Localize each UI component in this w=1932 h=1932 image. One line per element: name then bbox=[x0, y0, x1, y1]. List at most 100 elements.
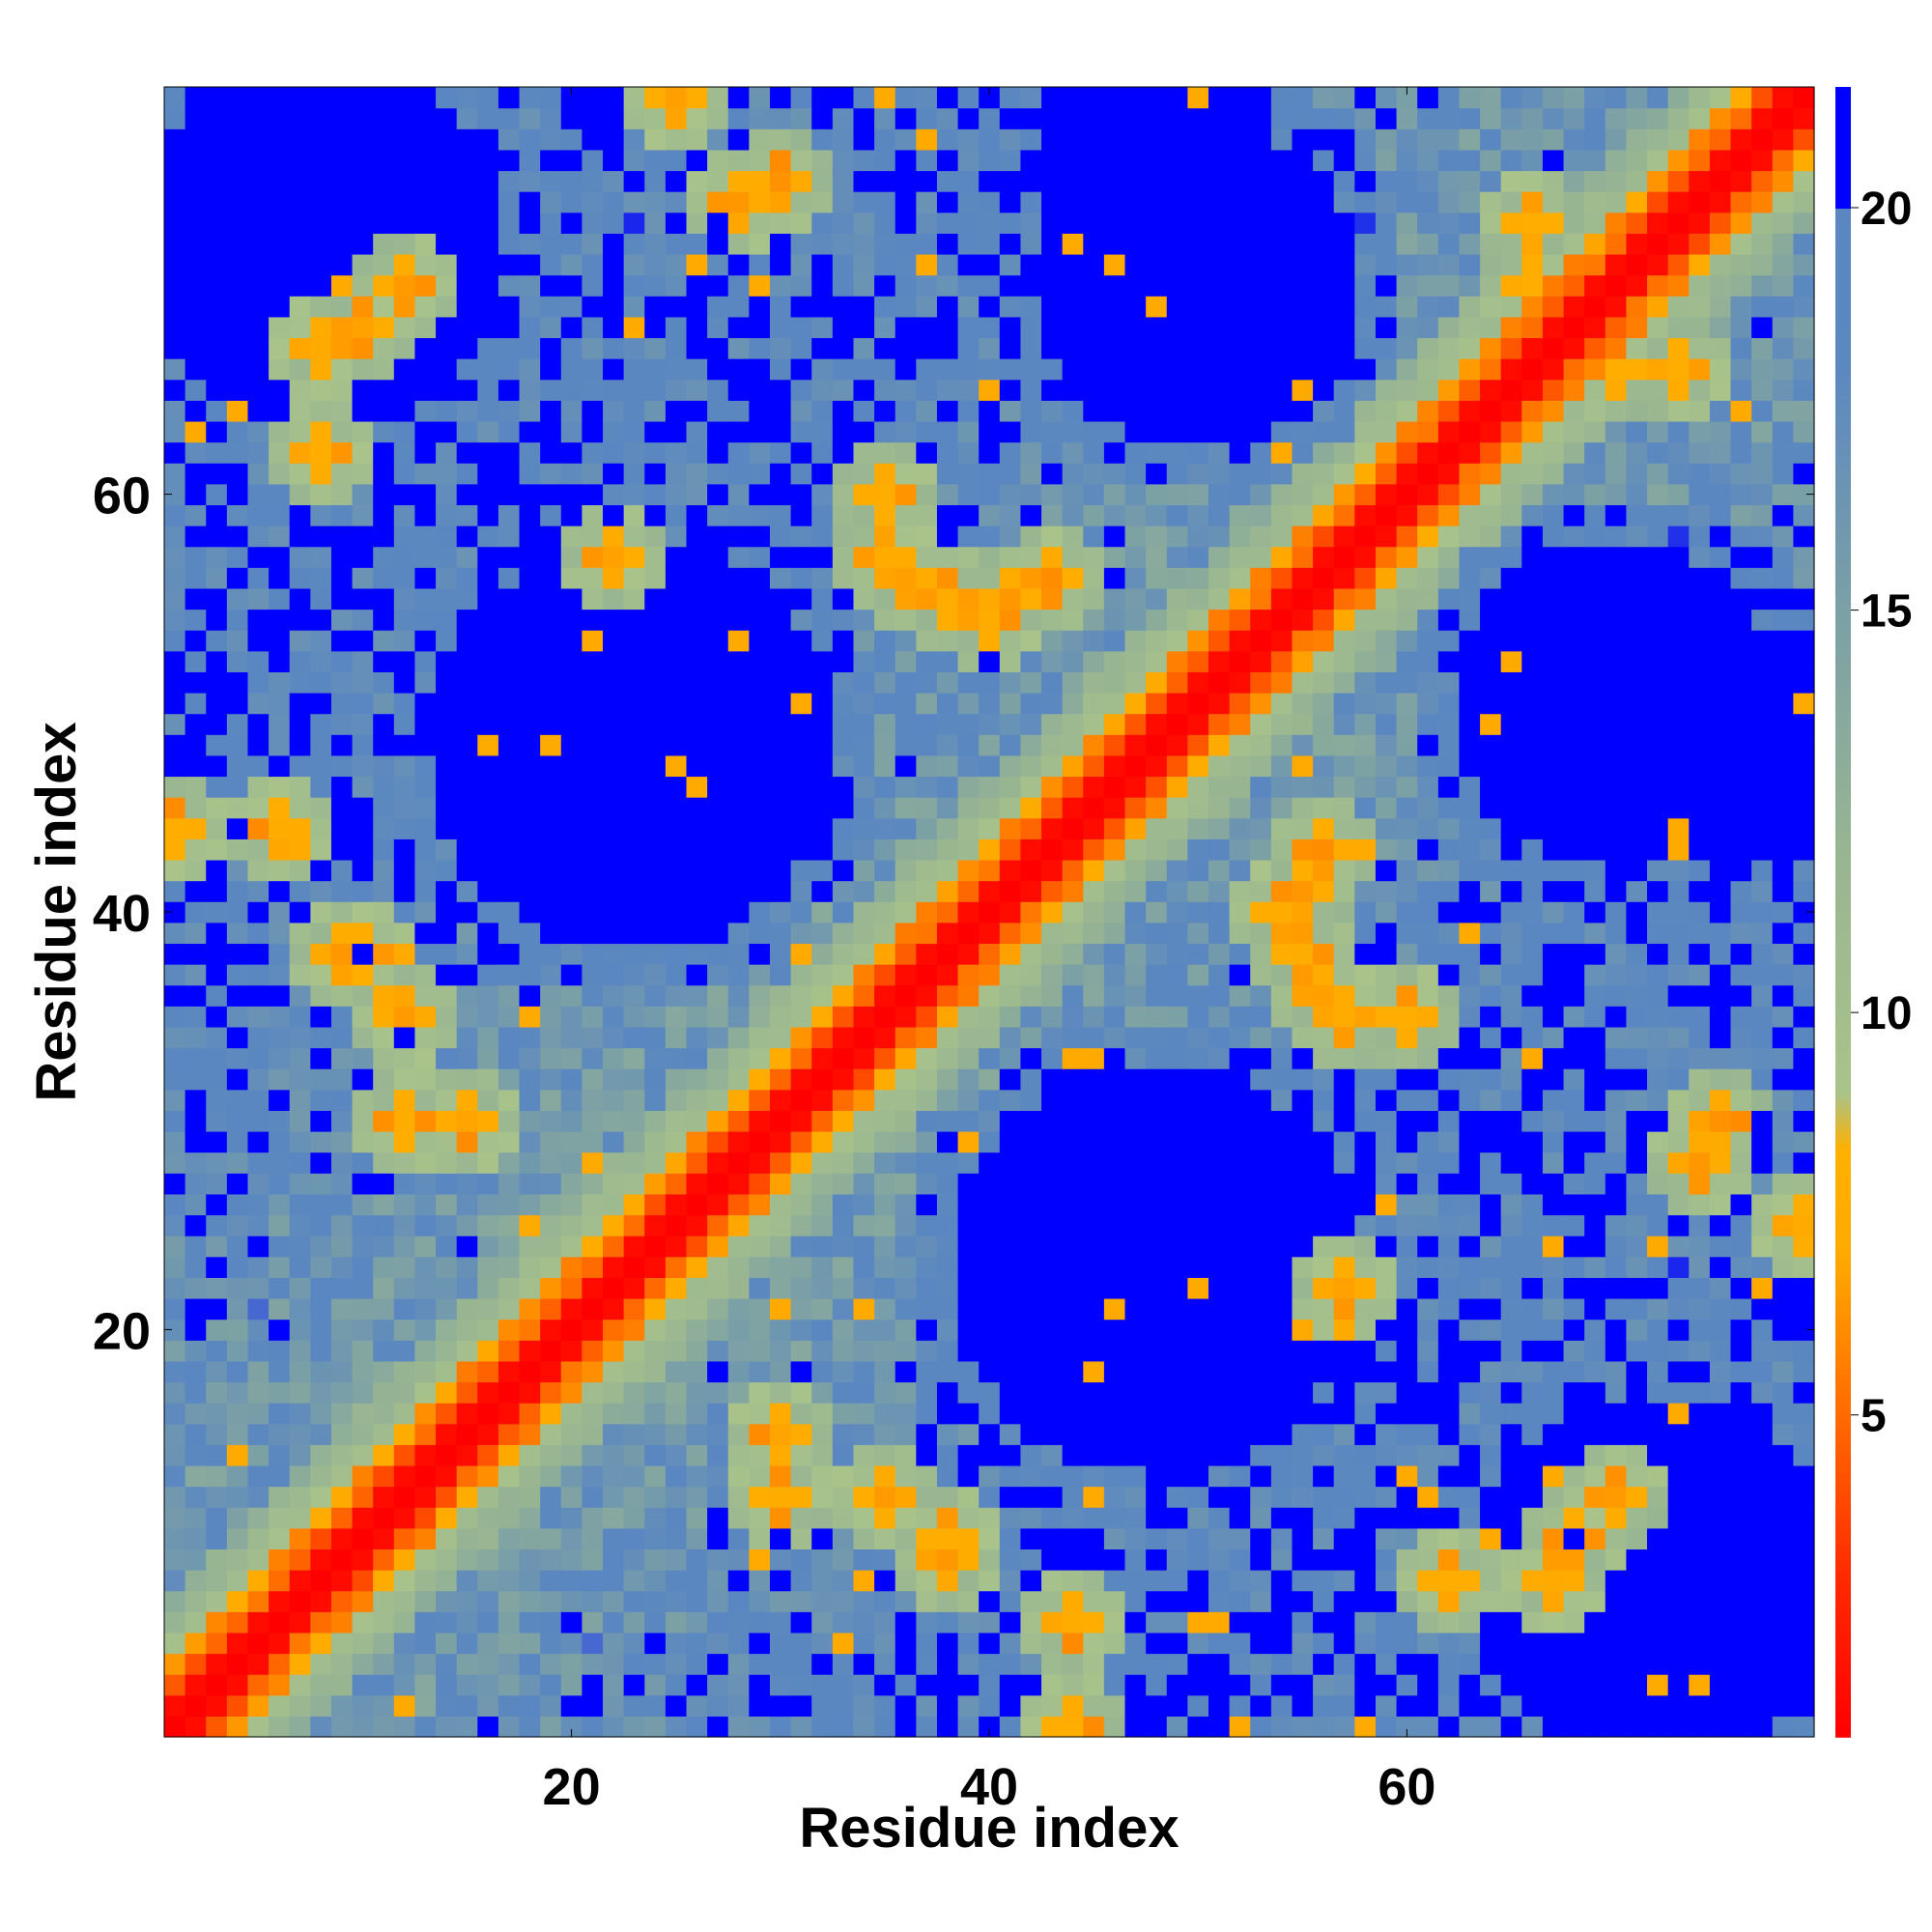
heatmap-cell bbox=[1187, 1256, 1209, 1278]
heatmap-cell bbox=[1083, 1716, 1105, 1738]
heatmap-cell bbox=[456, 901, 478, 923]
heatmap-cell bbox=[1146, 567, 1168, 589]
heatmap-cell bbox=[1313, 441, 1335, 464]
heatmap-cell bbox=[1124, 296, 1147, 318]
heatmap-cell bbox=[790, 1423, 812, 1445]
heatmap-cell bbox=[1166, 587, 1188, 611]
heatmap-cell bbox=[582, 526, 604, 548]
heatmap-cell bbox=[707, 1089, 729, 1111]
heatmap-cell bbox=[603, 1632, 625, 1655]
heatmap-cell bbox=[936, 609, 959, 631]
heatmap-cell bbox=[1229, 1444, 1251, 1466]
heatmap-cell bbox=[832, 567, 855, 589]
heatmap-cell bbox=[289, 420, 311, 443]
heatmap-cell bbox=[1146, 1193, 1168, 1216]
heatmap-cell bbox=[247, 1611, 270, 1634]
heatmap-cell bbox=[1166, 734, 1188, 756]
heatmap-cell bbox=[1459, 671, 1481, 694]
heatmap-cell bbox=[164, 1236, 186, 1258]
heatmap-cell bbox=[540, 1068, 562, 1091]
heatmap-cell bbox=[749, 1319, 771, 1341]
heatmap-cell bbox=[769, 838, 792, 861]
heatmap-cell bbox=[1250, 1151, 1272, 1174]
heatmap-cell bbox=[749, 1590, 771, 1612]
heatmap-cell bbox=[393, 420, 416, 443]
heatmap-cell bbox=[1396, 358, 1418, 381]
heatmap-cell bbox=[1103, 817, 1126, 839]
heatmap-cell bbox=[1062, 1632, 1084, 1655]
heatmap-cell bbox=[1020, 1507, 1042, 1529]
heatmap-cell bbox=[393, 1444, 416, 1466]
heatmap-cell bbox=[1208, 609, 1231, 631]
heatmap-cell bbox=[1083, 316, 1105, 339]
heatmap-cell bbox=[1270, 1151, 1293, 1174]
heatmap-cell bbox=[874, 233, 896, 255]
heatmap-cell bbox=[1292, 1068, 1314, 1091]
heatmap-cell bbox=[1229, 1464, 1251, 1488]
heatmap-cell bbox=[644, 1570, 667, 1592]
heatmap-cell bbox=[707, 212, 729, 234]
heatmap-cell bbox=[1417, 274, 1439, 297]
heatmap-cell bbox=[352, 713, 374, 735]
heatmap-cell bbox=[1124, 859, 1147, 882]
heatmap-cell bbox=[707, 964, 729, 986]
heatmap-cell bbox=[1459, 1131, 1481, 1153]
heatmap-cell bbox=[1437, 964, 1461, 986]
heatmap-cell bbox=[1062, 587, 1084, 611]
heatmap-cell bbox=[1166, 546, 1188, 568]
heatmap-cell bbox=[414, 650, 437, 672]
heatmap-cell bbox=[936, 901, 959, 923]
heatmap-cell bbox=[790, 1026, 812, 1049]
heatmap-cell bbox=[289, 463, 311, 485]
heatmap-cell bbox=[727, 1590, 750, 1612]
heatmap-cell bbox=[1208, 107, 1231, 129]
heatmap-cell bbox=[1083, 713, 1105, 735]
heatmap-cell bbox=[1083, 943, 1105, 965]
heatmap-cell bbox=[916, 504, 938, 526]
heatmap-cell bbox=[686, 1632, 708, 1655]
heatmap-cell bbox=[1437, 1611, 1461, 1634]
heatmap-cell bbox=[1313, 754, 1335, 778]
heatmap-cell bbox=[1292, 400, 1314, 422]
heatmap-cell bbox=[393, 1297, 416, 1321]
heatmap-cell bbox=[1292, 1444, 1314, 1466]
heatmap-cell bbox=[269, 587, 291, 611]
heatmap-cell bbox=[644, 692, 667, 715]
heatmap-cell bbox=[644, 1360, 667, 1383]
heatmap-cell bbox=[414, 1297, 437, 1321]
heatmap-cell bbox=[519, 1486, 541, 1508]
heatmap-cell bbox=[519, 880, 541, 902]
heatmap-cell bbox=[393, 984, 416, 1007]
heatmap-cell bbox=[477, 671, 499, 694]
heatmap-cell bbox=[352, 1507, 374, 1529]
heatmap-cell bbox=[832, 1694, 855, 1717]
heatmap-cell bbox=[1020, 901, 1042, 923]
heatmap-cell bbox=[790, 1256, 812, 1278]
heatmap-cell bbox=[289, 880, 311, 902]
heatmap-cell bbox=[497, 1570, 521, 1592]
heatmap-cell bbox=[1459, 1006, 1481, 1028]
heatmap-cell bbox=[1292, 441, 1314, 464]
heatmap-cell bbox=[790, 1340, 812, 1362]
heatmap-cell bbox=[185, 1047, 207, 1069]
heatmap-cell bbox=[226, 379, 249, 401]
heatmap-cell bbox=[1333, 754, 1355, 778]
heatmap-cell bbox=[999, 609, 1022, 631]
heatmap-cell bbox=[330, 316, 354, 339]
heatmap-cell bbox=[936, 1193, 959, 1216]
heatmap-cell bbox=[1062, 1381, 1084, 1404]
heatmap-cell bbox=[247, 754, 270, 778]
heatmap-cell bbox=[644, 1319, 667, 1341]
heatmap-cell bbox=[1041, 1632, 1064, 1655]
heatmap-cell bbox=[226, 1694, 249, 1717]
heatmap-cell bbox=[999, 1297, 1022, 1321]
heatmap-cell bbox=[373, 1486, 395, 1508]
heatmap-cell bbox=[1313, 128, 1335, 151]
heatmap-cell bbox=[393, 274, 416, 297]
heatmap-cell bbox=[247, 1464, 270, 1488]
heatmap-cell bbox=[1103, 1047, 1126, 1069]
heatmap-cell bbox=[1292, 1632, 1314, 1655]
heatmap-cell bbox=[1417, 1716, 1439, 1738]
heatmap-cell bbox=[560, 1403, 582, 1425]
heatmap-cell bbox=[1250, 1256, 1272, 1278]
